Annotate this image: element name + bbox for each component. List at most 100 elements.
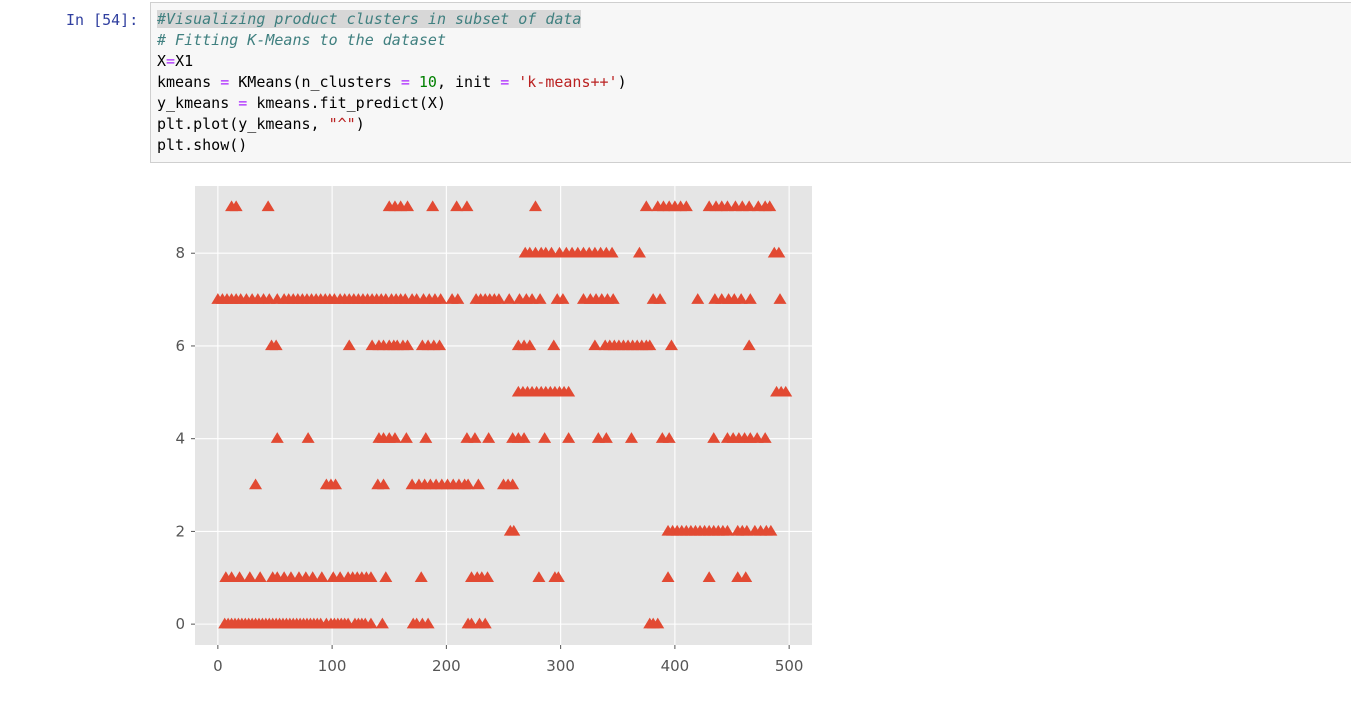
data-point-marker — [606, 293, 620, 304]
data-point-marker — [461, 478, 475, 490]
code-token: plt.plot(y_kmeans, — [157, 115, 329, 133]
code-editor[interactable]: #Visualizing product clusters in subset … — [157, 9, 627, 156]
cell-output: 0 100 200 300 400 500 0 2 4 6 8 — [150, 176, 850, 696]
data-point-marker — [779, 385, 793, 397]
data-point-marker — [639, 200, 653, 212]
data-point-marker — [556, 293, 570, 304]
data-point-marker — [243, 571, 257, 582]
data-point-marker — [742, 200, 756, 212]
data-point-marker — [388, 432, 402, 443]
data-point-marker — [433, 339, 447, 351]
code-token: KMeans(n_clusters — [229, 73, 401, 91]
data-point-marker — [651, 617, 665, 629]
x-tick-label: 300 — [546, 657, 575, 675]
data-point-marker — [375, 617, 389, 629]
data-point-marker — [315, 571, 329, 582]
data-point-marker — [434, 293, 448, 304]
code-token: , init — [436, 73, 501, 91]
data-point-marker — [551, 571, 565, 582]
code-token: #Visualizing product clusters in subset … — [157, 10, 582, 28]
data-point-marker — [342, 339, 356, 351]
data-point-marker — [451, 293, 465, 304]
y-tick-label: 2 — [175, 522, 185, 540]
data-point-marker — [691, 293, 705, 304]
code-line: X=X1 — [157, 51, 627, 72]
data-point-marker — [482, 432, 496, 443]
data-point-marker — [377, 478, 391, 490]
code-token: "^" — [328, 115, 356, 133]
data-point-marker — [758, 432, 772, 443]
code-token: y_kmeans — [157, 94, 239, 112]
data-point-marker — [664, 339, 678, 351]
data-point-marker — [399, 432, 413, 443]
data-point-marker — [562, 432, 576, 443]
code-line: #Visualizing product clusters in subset … — [157, 9, 627, 30]
data-point-marker — [379, 571, 393, 582]
data-point-marker — [742, 339, 756, 351]
y-tick-label: 4 — [175, 430, 185, 448]
code-token — [410, 73, 419, 91]
data-point-marker — [301, 432, 315, 443]
data-point-marker — [502, 293, 516, 304]
data-point-marker — [269, 339, 283, 351]
code-token: X1 — [175, 52, 194, 70]
code-token — [509, 73, 518, 91]
code-token: 10 — [418, 73, 437, 91]
code-token: kmeans.fit_predict(X) — [247, 94, 446, 112]
data-point-marker — [421, 617, 435, 629]
data-point-marker — [523, 339, 537, 351]
data-point-marker — [599, 432, 613, 443]
data-point-marker — [773, 293, 787, 304]
data-point-marker — [329, 478, 343, 490]
data-point-marker — [468, 432, 482, 443]
data-point-marker — [772, 246, 786, 258]
data-point-marker — [481, 571, 495, 582]
code-token: = — [238, 94, 248, 112]
data-point-marker — [764, 524, 778, 536]
data-point-marker — [739, 571, 753, 582]
data-point-marker — [538, 432, 552, 443]
code-token: X — [157, 52, 167, 70]
data-point-marker — [720, 524, 734, 536]
data-point-marker — [261, 200, 275, 212]
data-point-marker — [364, 571, 378, 582]
code-token: 'k-means++' — [518, 73, 618, 91]
data-point-marker — [401, 339, 415, 351]
data-point-marker — [532, 571, 546, 582]
data-point-marker — [492, 293, 506, 304]
x-tick-label: 100 — [318, 657, 347, 675]
data-point-marker — [506, 478, 520, 490]
data-point-marker — [653, 293, 667, 304]
x-tick-label: 0 — [213, 657, 223, 675]
code-line: # Fitting K-Means to the dataset — [157, 30, 627, 51]
code-token: ) — [617, 73, 627, 91]
data-point-marker — [662, 432, 676, 443]
scatter-plot: 0 100 200 300 400 500 0 2 4 6 8 — [175, 186, 812, 675]
data-point-marker — [419, 432, 433, 443]
code-token: = — [400, 73, 410, 91]
data-point-marker — [507, 524, 521, 536]
data-point-marker — [632, 246, 646, 258]
code-line: y_kmeans = kmeans.fit_predict(X) — [157, 93, 627, 114]
code-token: = — [500, 73, 510, 91]
data-point-marker — [643, 339, 657, 351]
data-point-marker — [426, 200, 440, 212]
code-token: ) — [355, 115, 365, 133]
y-tick-label: 0 — [175, 615, 185, 633]
data-point-marker — [450, 200, 464, 212]
data-point-marker — [763, 200, 777, 212]
data-point-marker — [401, 200, 415, 212]
data-point-marker — [743, 293, 757, 304]
code-line: plt.show() — [157, 135, 627, 156]
code-cell-input[interactable]: #Visualizing product clusters in subset … — [150, 2, 1351, 163]
data-point-marker — [306, 571, 320, 582]
data-point-marker — [562, 385, 576, 397]
data-point-marker — [517, 432, 531, 443]
code-token: = — [166, 52, 176, 70]
data-point-marker — [661, 571, 675, 582]
data-point-marker — [233, 571, 247, 582]
data-point-marker — [734, 293, 748, 304]
data-point-marker — [249, 478, 263, 490]
data-point-marker — [533, 293, 547, 304]
y-tick-label: 6 — [175, 337, 185, 355]
